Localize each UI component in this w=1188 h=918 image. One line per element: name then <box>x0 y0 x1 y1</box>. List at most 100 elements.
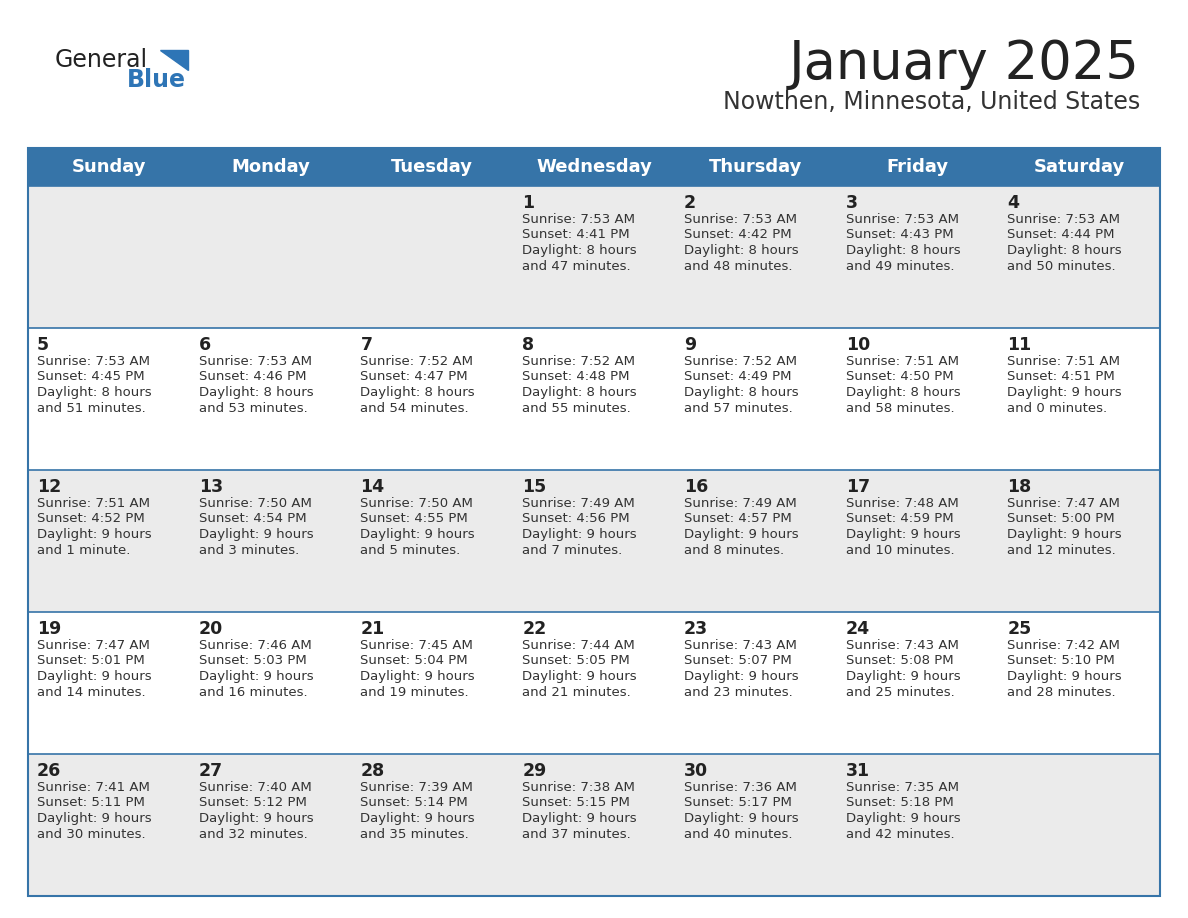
Text: Sunrise: 7:43 AM: Sunrise: 7:43 AM <box>684 639 797 652</box>
Text: Sunset: 4:51 PM: Sunset: 4:51 PM <box>1007 371 1116 384</box>
Text: Sunrise: 7:53 AM: Sunrise: 7:53 AM <box>523 213 636 226</box>
Text: Daylight: 9 hours: Daylight: 9 hours <box>198 528 314 541</box>
Text: Sunset: 5:10 PM: Sunset: 5:10 PM <box>1007 655 1116 667</box>
Text: and 16 minutes.: and 16 minutes. <box>198 686 308 699</box>
Text: 14: 14 <box>360 478 385 496</box>
Text: Daylight: 9 hours: Daylight: 9 hours <box>198 670 314 683</box>
Bar <box>29 148 1159 896</box>
Text: and 32 minutes.: and 32 minutes. <box>198 827 308 841</box>
Text: Sunset: 5:17 PM: Sunset: 5:17 PM <box>684 797 791 810</box>
Text: Sunrise: 7:53 AM: Sunrise: 7:53 AM <box>846 213 959 226</box>
Text: Sunrise: 7:42 AM: Sunrise: 7:42 AM <box>1007 639 1120 652</box>
Text: and 40 minutes.: and 40 minutes. <box>684 827 792 841</box>
Text: and 37 minutes.: and 37 minutes. <box>523 827 631 841</box>
Text: Sunset: 4:48 PM: Sunset: 4:48 PM <box>523 371 630 384</box>
Text: Sunset: 5:12 PM: Sunset: 5:12 PM <box>198 797 307 810</box>
Text: Sunrise: 7:51 AM: Sunrise: 7:51 AM <box>846 355 959 368</box>
Text: 22: 22 <box>523 620 546 638</box>
Text: Sunset: 4:54 PM: Sunset: 4:54 PM <box>198 512 307 525</box>
Text: 26: 26 <box>37 762 62 780</box>
Text: and 58 minutes.: and 58 minutes. <box>846 401 954 415</box>
Bar <box>29 148 190 186</box>
Text: Sunset: 4:45 PM: Sunset: 4:45 PM <box>37 371 145 384</box>
Text: Sunrise: 7:52 AM: Sunrise: 7:52 AM <box>523 355 636 368</box>
Text: 5: 5 <box>37 336 49 354</box>
Text: Daylight: 9 hours: Daylight: 9 hours <box>684 670 798 683</box>
Text: 11: 11 <box>1007 336 1031 354</box>
Text: Daylight: 8 hours: Daylight: 8 hours <box>846 386 960 399</box>
Text: and 19 minutes.: and 19 minutes. <box>360 686 469 699</box>
Text: Sunrise: 7:43 AM: Sunrise: 7:43 AM <box>846 639 959 652</box>
Text: Sunset: 5:14 PM: Sunset: 5:14 PM <box>360 797 468 810</box>
Text: Sunset: 4:50 PM: Sunset: 4:50 PM <box>846 371 953 384</box>
Text: 9: 9 <box>684 336 696 354</box>
Text: 16: 16 <box>684 478 708 496</box>
Bar <box>675 148 836 186</box>
Text: Monday: Monday <box>232 158 310 176</box>
Text: Thursday: Thursday <box>709 158 802 176</box>
Text: Daylight: 9 hours: Daylight: 9 hours <box>360 812 475 825</box>
Text: and 57 minutes.: and 57 minutes. <box>684 401 792 415</box>
Text: Daylight: 9 hours: Daylight: 9 hours <box>684 528 798 541</box>
Text: 10: 10 <box>846 336 870 354</box>
Text: Sunset: 4:52 PM: Sunset: 4:52 PM <box>37 512 145 525</box>
Text: and 12 minutes.: and 12 minutes. <box>1007 543 1116 556</box>
Text: Daylight: 9 hours: Daylight: 9 hours <box>360 528 475 541</box>
Text: Sunrise: 7:53 AM: Sunrise: 7:53 AM <box>37 355 150 368</box>
Text: Sunset: 4:59 PM: Sunset: 4:59 PM <box>846 512 953 525</box>
Text: 19: 19 <box>37 620 62 638</box>
Text: Sunrise: 7:52 AM: Sunrise: 7:52 AM <box>684 355 797 368</box>
Text: 21: 21 <box>360 620 385 638</box>
Text: Daylight: 8 hours: Daylight: 8 hours <box>360 386 475 399</box>
Text: 28: 28 <box>360 762 385 780</box>
Text: Daylight: 9 hours: Daylight: 9 hours <box>37 670 152 683</box>
Text: Sunrise: 7:40 AM: Sunrise: 7:40 AM <box>198 781 311 794</box>
Text: Sunrise: 7:50 AM: Sunrise: 7:50 AM <box>198 497 311 510</box>
Text: Daylight: 8 hours: Daylight: 8 hours <box>1007 244 1121 257</box>
Text: Sunset: 4:41 PM: Sunset: 4:41 PM <box>523 229 630 241</box>
Text: Sunrise: 7:41 AM: Sunrise: 7:41 AM <box>37 781 150 794</box>
Text: Daylight: 9 hours: Daylight: 9 hours <box>198 812 314 825</box>
Text: 27: 27 <box>198 762 223 780</box>
Text: and 28 minutes.: and 28 minutes. <box>1007 686 1116 699</box>
Text: Sunrise: 7:53 AM: Sunrise: 7:53 AM <box>198 355 311 368</box>
Text: 12: 12 <box>37 478 62 496</box>
Text: Sunrise: 7:53 AM: Sunrise: 7:53 AM <box>1007 213 1120 226</box>
Text: Sunrise: 7:35 AM: Sunrise: 7:35 AM <box>846 781 959 794</box>
Text: Daylight: 8 hours: Daylight: 8 hours <box>523 386 637 399</box>
Text: and 49 minutes.: and 49 minutes. <box>846 260 954 273</box>
Bar <box>998 148 1159 186</box>
Text: Sunset: 4:44 PM: Sunset: 4:44 PM <box>1007 229 1114 241</box>
Text: Daylight: 9 hours: Daylight: 9 hours <box>684 812 798 825</box>
Text: and 51 minutes.: and 51 minutes. <box>37 401 146 415</box>
Text: 15: 15 <box>523 478 546 496</box>
Text: Sunset: 5:15 PM: Sunset: 5:15 PM <box>523 797 630 810</box>
Text: Daylight: 9 hours: Daylight: 9 hours <box>360 670 475 683</box>
Text: Sunrise: 7:45 AM: Sunrise: 7:45 AM <box>360 639 473 652</box>
Text: and 23 minutes.: and 23 minutes. <box>684 686 792 699</box>
Text: Sunset: 4:55 PM: Sunset: 4:55 PM <box>360 512 468 525</box>
Text: Daylight: 9 hours: Daylight: 9 hours <box>523 812 637 825</box>
Text: Sunset: 4:43 PM: Sunset: 4:43 PM <box>846 229 953 241</box>
Text: Sunday: Sunday <box>71 158 146 176</box>
Text: and 47 minutes.: and 47 minutes. <box>523 260 631 273</box>
Text: Sunset: 4:56 PM: Sunset: 4:56 PM <box>523 512 630 525</box>
Text: 1: 1 <box>523 194 535 212</box>
Text: Daylight: 9 hours: Daylight: 9 hours <box>846 528 960 541</box>
Text: and 14 minutes.: and 14 minutes. <box>37 686 146 699</box>
Text: 24: 24 <box>846 620 870 638</box>
Text: and 54 minutes.: and 54 minutes. <box>360 401 469 415</box>
Text: Sunset: 5:01 PM: Sunset: 5:01 PM <box>37 655 145 667</box>
Text: Daylight: 9 hours: Daylight: 9 hours <box>846 670 960 683</box>
Bar <box>836 148 998 186</box>
Text: 7: 7 <box>360 336 372 354</box>
Text: Daylight: 9 hours: Daylight: 9 hours <box>1007 670 1121 683</box>
Text: Daylight: 9 hours: Daylight: 9 hours <box>523 528 637 541</box>
Text: Sunrise: 7:47 AM: Sunrise: 7:47 AM <box>37 639 150 652</box>
Bar <box>190 148 352 186</box>
Text: Daylight: 8 hours: Daylight: 8 hours <box>846 244 960 257</box>
Text: Sunset: 5:04 PM: Sunset: 5:04 PM <box>360 655 468 667</box>
Text: 8: 8 <box>523 336 535 354</box>
Text: Sunset: 4:46 PM: Sunset: 4:46 PM <box>198 371 307 384</box>
Text: Daylight: 8 hours: Daylight: 8 hours <box>684 386 798 399</box>
